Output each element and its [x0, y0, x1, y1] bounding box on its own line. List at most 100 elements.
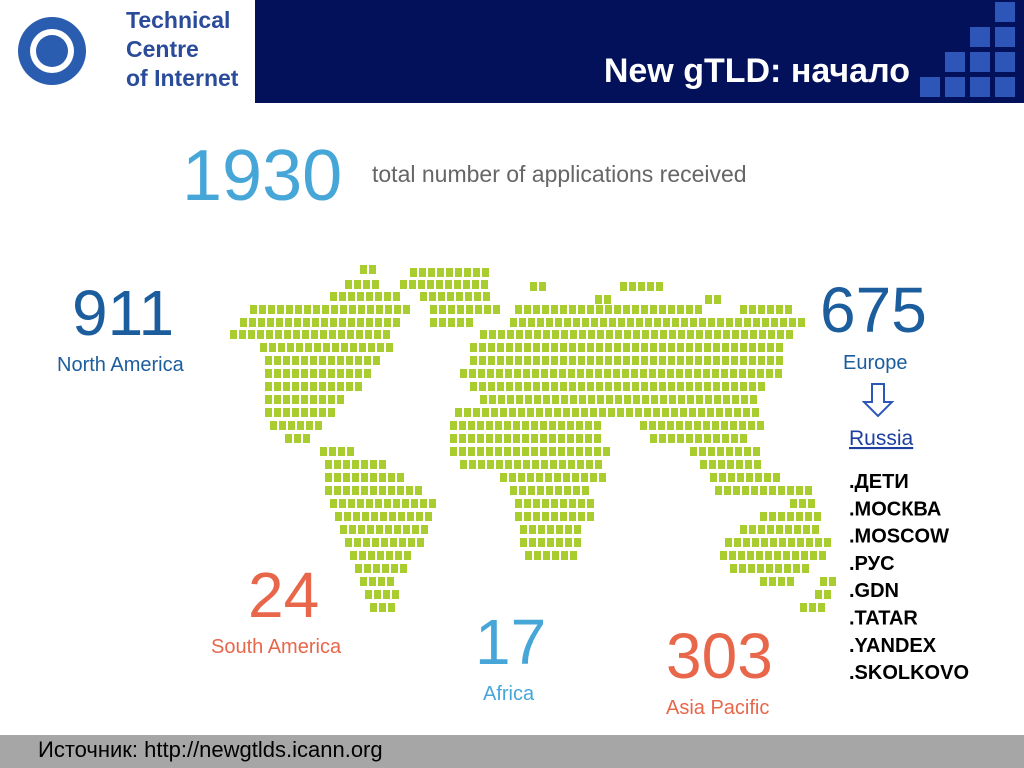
map-dot: [301, 395, 308, 404]
map-dot: [726, 447, 733, 456]
map-dot: [303, 318, 310, 327]
map-dot: [712, 421, 719, 430]
map-dot: [274, 369, 281, 378]
map-dot: [640, 369, 647, 378]
map-dot: [645, 318, 652, 327]
map-dot: [370, 460, 377, 469]
map-dot: [547, 538, 554, 547]
map-dot: [355, 382, 362, 391]
map-dot: [741, 330, 748, 339]
map-dot: [389, 512, 396, 521]
map-dot: [633, 330, 640, 339]
map-dot: [818, 603, 825, 612]
map-dot: [595, 460, 602, 469]
map-dot: [357, 499, 364, 508]
map-dot: [723, 330, 730, 339]
map-dot: [776, 356, 783, 365]
map-dot: [824, 590, 831, 599]
map-dot: [649, 369, 656, 378]
map-dot: [743, 408, 750, 417]
square: [995, 77, 1015, 97]
map-dot: [370, 486, 377, 495]
map-dot: [519, 486, 526, 495]
map-dot: [383, 590, 390, 599]
map-dot: [463, 280, 470, 289]
domain: .MOSCOW: [849, 526, 949, 548]
map-dot: [355, 369, 362, 378]
map-dot: [448, 305, 455, 314]
map-dot: [319, 395, 326, 404]
map-dot: [337, 356, 344, 365]
map-dot: [515, 305, 522, 314]
map-dot: [559, 369, 566, 378]
map-dot: [328, 382, 335, 391]
map-dot: [543, 330, 550, 339]
region-label: Europe: [843, 352, 908, 374]
map-dot: [759, 330, 766, 339]
map-dot: [523, 460, 530, 469]
map-dot: [478, 369, 485, 378]
map-dot: [599, 408, 606, 417]
world-map: [230, 265, 836, 612]
map-dot: [365, 330, 372, 339]
map-dot: [518, 473, 525, 482]
map-dot: [349, 305, 356, 314]
map-dot: [681, 318, 688, 327]
map-dot: [421, 525, 428, 534]
map-dot: [509, 473, 516, 482]
map-dot: [730, 369, 737, 378]
map-dot: [783, 551, 790, 560]
map-dot: [524, 356, 531, 365]
map-dot: [668, 434, 675, 443]
map-dot: [749, 525, 756, 534]
map-dot: [542, 512, 549, 521]
map-dot: [525, 330, 532, 339]
map-dot: [301, 382, 308, 391]
map-dot: [549, 447, 556, 456]
map-dot: [623, 305, 630, 314]
map-dot: [756, 551, 763, 560]
map-dot: [710, 473, 717, 482]
map-dot: [383, 330, 390, 339]
map-dot: [500, 473, 507, 482]
map-dot: [348, 292, 355, 301]
map-dot: [230, 330, 237, 339]
map-dot: [532, 369, 539, 378]
map-dot: [778, 512, 785, 521]
map-dot: [732, 330, 739, 339]
map-dot: [545, 473, 552, 482]
map-dot: [359, 343, 366, 352]
map-dot: [796, 512, 803, 521]
map-dot: [335, 512, 342, 521]
map-dot: [375, 318, 382, 327]
decoration: [920, 2, 1015, 97]
map-dot: [551, 499, 558, 508]
map-dot: [570, 551, 577, 560]
map-dot: [474, 292, 481, 301]
map-dot: [587, 343, 594, 352]
map-dot: [677, 343, 684, 352]
map-dot: [384, 318, 391, 327]
map-dot: [540, 421, 547, 430]
map-dot: [578, 343, 585, 352]
map-dot: [552, 395, 559, 404]
map-dot: [506, 382, 513, 391]
map-dot: [248, 330, 255, 339]
map-dot: [388, 603, 395, 612]
map-dot: [750, 395, 757, 404]
map-dot: [350, 551, 357, 560]
domain: .РУС: [849, 553, 895, 575]
map-dot: [515, 343, 522, 352]
map-dot: [430, 318, 437, 327]
map-dot: [620, 282, 627, 291]
map-dot: [594, 434, 601, 443]
map-dot: [590, 473, 597, 482]
map-dot: [357, 318, 364, 327]
map-dot: [337, 369, 344, 378]
map-dot: [581, 408, 588, 417]
map-dot: [567, 447, 574, 456]
map-dot: [572, 473, 579, 482]
map-dot: [731, 343, 738, 352]
map-dot: [712, 369, 719, 378]
map-dot: [713, 434, 720, 443]
